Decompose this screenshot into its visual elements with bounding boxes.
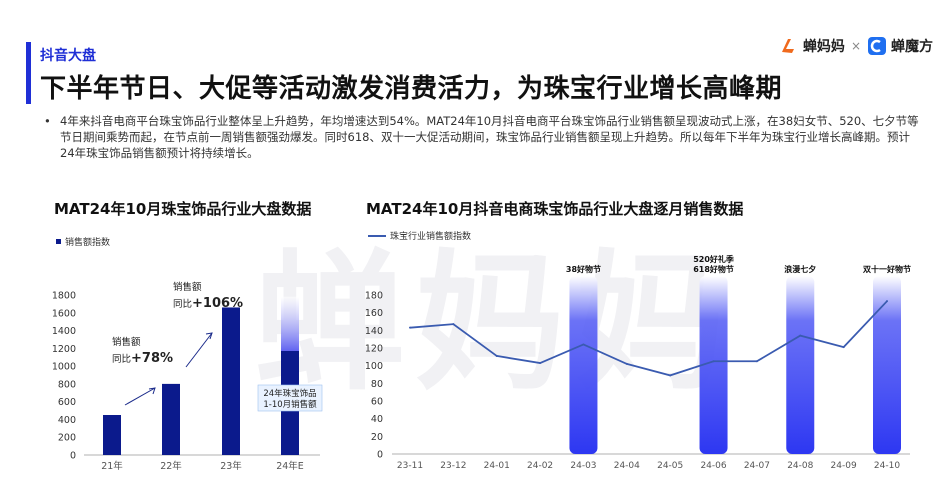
x-tick-label: 24-01	[484, 461, 510, 471]
y-tick-label: 180	[365, 291, 383, 302]
page-title: 下半年节日、大促等活动激发消费活力，为珠宝行业增长高峰期	[40, 74, 783, 104]
data-point	[625, 362, 628, 365]
y-tick-label: 140	[365, 326, 383, 337]
brand-chanmama: 蝉妈妈	[802, 39, 845, 55]
y-tick-label: 40	[371, 414, 383, 425]
data-point	[712, 360, 715, 363]
x-tick-label: 24年E	[276, 460, 304, 472]
x-tick-label: 24-10	[874, 461, 900, 471]
x-tick-label: 24-07	[744, 461, 770, 471]
data-point	[799, 334, 802, 337]
data-point	[409, 326, 411, 329]
chanmofang-logo-icon	[868, 37, 886, 55]
bullet-marker: •	[44, 114, 51, 128]
growth-value: 同比+106%	[173, 296, 243, 311]
brand-chanmofang: 蝉魔方	[891, 39, 933, 55]
note-box	[257, 384, 323, 412]
y-tick-label: 400	[58, 415, 76, 426]
x-tick-label: 24-04	[614, 461, 640, 471]
festival-label: 38好物节	[566, 264, 601, 274]
y-tick-label: 1000	[52, 362, 76, 373]
growth-label: 销售额	[173, 281, 202, 293]
arrow-head-icon	[148, 387, 156, 395]
legend-label: 销售额指数	[65, 238, 111, 248]
festival-label: 618好物节	[693, 264, 734, 274]
legend-swatch	[56, 239, 61, 244]
x-tick-label: 24-02	[527, 461, 553, 471]
watermark: 蝉妈妈	[210, 210, 780, 470]
y-tick-label: 1600	[52, 308, 76, 319]
series-line	[409, 300, 888, 377]
data-point	[669, 374, 672, 377]
summary-paragraph: • 4年来抖音电商平台珠宝饰品行业整体呈上升趋势，年均增速达到54%。MAT24…	[44, 113, 920, 161]
x-tick-label: 24-03	[570, 461, 596, 471]
x-tick-label: 23-11	[397, 461, 423, 471]
bar	[162, 383, 180, 455]
y-tick-label: 1400	[52, 326, 76, 337]
bar	[103, 415, 121, 455]
data-point	[886, 300, 888, 303]
arrow-head-icon	[205, 332, 213, 340]
legend-line	[368, 234, 386, 237]
y-tick-label: 800	[58, 379, 76, 390]
note-line: 24年珠宝饰品	[263, 388, 316, 399]
festival-highlight-column	[786, 276, 815, 454]
growth-label: 销售额	[112, 336, 141, 348]
festival-label: 520好礼季	[693, 254, 735, 264]
y-tick-label: 1800	[52, 291, 76, 302]
accent-bar	[26, 42, 31, 104]
y-tick-label: 60	[371, 397, 383, 408]
y-tick-label: 120	[365, 344, 383, 355]
y-tick-label: 80	[371, 379, 383, 390]
brand-logos: 蝉妈妈 × 蝉魔方	[779, 36, 933, 56]
growth-arrow	[124, 387, 156, 406]
festival-highlight-column	[873, 276, 901, 454]
data-point	[539, 362, 542, 365]
x-tick-label: 22年	[160, 460, 182, 472]
x-tick-label: 24-09	[831, 461, 857, 471]
data-point	[755, 360, 758, 363]
y-tick-label: 0	[70, 451, 76, 462]
y-tick-label: 600	[58, 397, 76, 408]
data-point	[495, 354, 498, 357]
y-tick-label: 1200	[52, 344, 76, 355]
data-point	[452, 323, 455, 326]
y-tick-label: 160	[365, 308, 383, 319]
data-point	[842, 346, 845, 349]
line-chart-title: MAT24年10月抖音电商珠宝饰品行业大盘逐月销售数据	[366, 200, 744, 218]
x-tick-label: 21年	[101, 460, 123, 472]
festival-highlight-column	[569, 276, 598, 454]
bar-chart-title: MAT24年10月珠宝饰品行业大盘数据	[54, 200, 312, 218]
note-line: 1-10月销售额	[263, 399, 317, 410]
x-tick-label: 23年	[220, 460, 242, 472]
line-chart-legend: 珠宝行业销售额指数	[368, 229, 471, 242]
x-tick-label: 23-12	[440, 461, 466, 471]
watermark-text: 蝉妈妈	[255, 237, 735, 411]
x-tick-label: 24-08	[787, 461, 813, 471]
y-tick-label: 0	[377, 450, 383, 461]
y-tick-label: 200	[58, 433, 76, 444]
data-point	[582, 343, 585, 346]
festival-highlight-column	[699, 276, 728, 454]
summary-text: 4年来抖音电商平台珠宝饰品行业整体呈上升趋势，年均增速达到54%。MAT24年1…	[60, 114, 919, 160]
y-tick-label: 100	[365, 361, 383, 372]
chanmama-logo-icon	[781, 39, 794, 53]
section-tag: 抖音大盘	[40, 48, 96, 64]
estimate-bar-segment	[281, 296, 299, 351]
brand-separator: ×	[850, 39, 861, 53]
bar-chart-legend: 销售额指数	[56, 235, 110, 248]
festival-label: 浪漫七夕	[784, 264, 816, 274]
legend-label: 珠宝行业销售额指数	[390, 232, 472, 242]
festival-label: 双十一好物节	[863, 264, 911, 274]
y-tick-label: 20	[371, 432, 383, 443]
growth-value: 同比+78%	[112, 351, 173, 366]
x-tick-label: 24-05	[657, 461, 683, 471]
growth-arrow	[185, 332, 213, 368]
bar	[222, 307, 240, 455]
x-tick-label: 24-06	[700, 461, 726, 471]
